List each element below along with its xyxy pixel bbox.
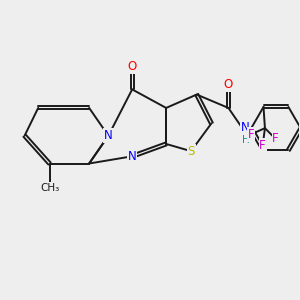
Text: F: F	[259, 139, 266, 152]
Text: N: N	[104, 129, 113, 142]
Text: F: F	[248, 128, 254, 141]
Text: O: O	[224, 78, 233, 91]
Text: F: F	[272, 132, 279, 146]
Text: CH₃: CH₃	[40, 183, 59, 193]
Text: N: N	[128, 150, 136, 163]
Text: N: N	[241, 121, 250, 134]
Text: S: S	[188, 145, 195, 158]
Text: H: H	[242, 135, 249, 145]
Text: O: O	[128, 60, 137, 73]
